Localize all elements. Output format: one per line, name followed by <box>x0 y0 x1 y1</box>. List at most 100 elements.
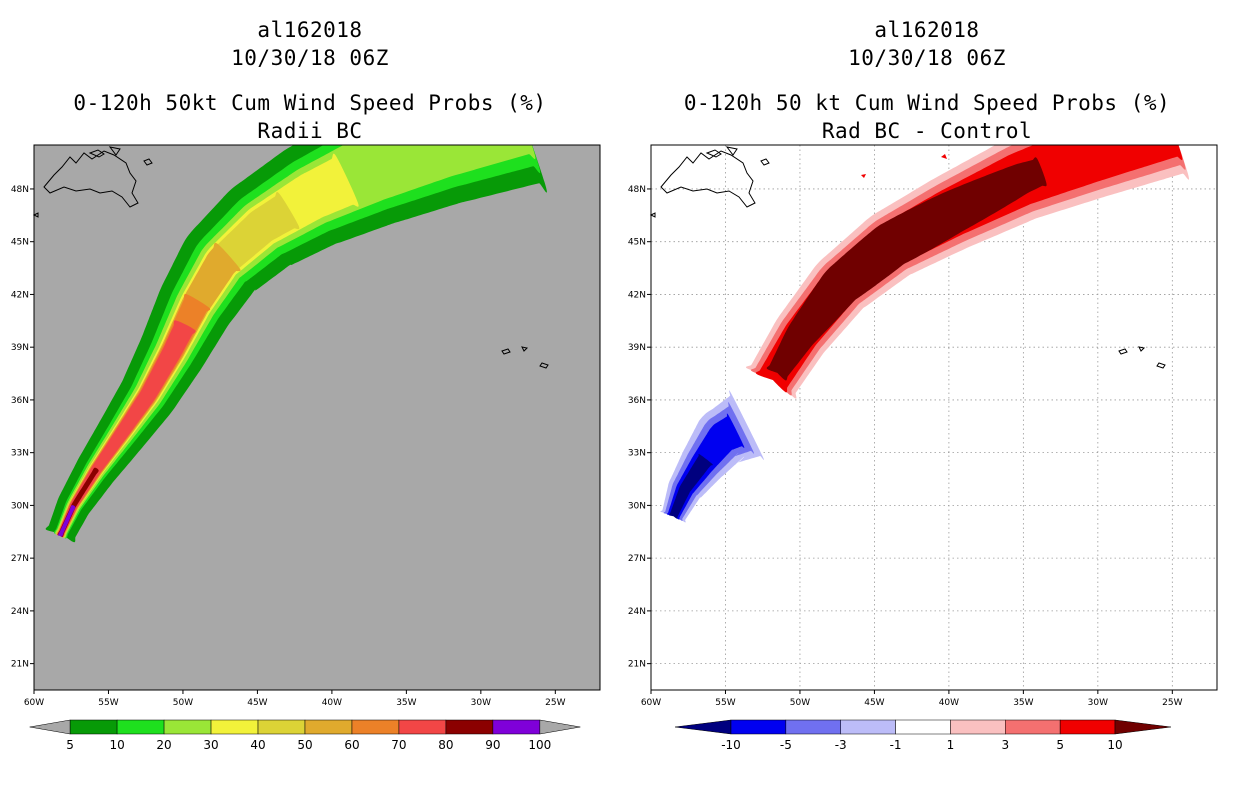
y-tick-label: 36N <box>11 396 29 406</box>
left-chart: 60W 55W 50W 45W 40W 35W 30W 25W 48N 45N 42N 39N 36N 3… <box>11 144 601 708</box>
colorbar-label: 50 <box>297 738 312 752</box>
right-chart-subtitle: Rad BC - Control <box>821 119 1033 143</box>
colorbar-label: 80 <box>438 738 453 752</box>
left-chart-subtitle: Radii BC <box>257 119 363 143</box>
y-tick-label: 27N <box>11 554 29 564</box>
x-tick-label: 60W <box>641 698 661 708</box>
x-tick-label: 50W <box>173 698 193 708</box>
diff-neg-band-10 <box>668 453 713 519</box>
right-chart: 60W 55W 50W 45W 40W 35W 30W 25W 48N 45N 42N 39N 36N 3… <box>628 144 1218 708</box>
colorbar-label: -5 <box>780 738 792 752</box>
colorbar-swatch <box>1005 719 1061 735</box>
coastline-edge <box>649 212 656 218</box>
colorbar-label: 3 <box>1001 738 1009 752</box>
coastline-azores <box>1118 346 1166 369</box>
colorbar-swatch <box>445 719 494 735</box>
coastline-islands <box>705 146 770 166</box>
right-chart-title: 0-120h 50 kt Cum Wind Speed Probs (%) <box>683 91 1171 115</box>
right-date: 10/30/18 06Z <box>848 46 1006 70</box>
x-tick-label: 35W <box>1013 698 1033 708</box>
x-tick-label: 25W <box>1162 698 1182 708</box>
colorbar-label: 5 <box>66 738 74 752</box>
y-tick-label: 45N <box>628 238 646 248</box>
right-colorbar: -10 -5 -3 -1 1 3 5 10 <box>674 719 1172 752</box>
colorbar-swatch <box>730 719 787 735</box>
y-tick-label: 42N <box>628 290 646 300</box>
x-tick-label: 45W <box>864 698 884 708</box>
left-date: 10/30/18 06Z <box>231 46 389 70</box>
colorbar-label: 100 <box>528 738 551 752</box>
left-storm-id: al162018 <box>257 18 363 42</box>
colorbar-label: 60 <box>344 738 359 752</box>
colorbar-swatch <box>69 719 118 735</box>
colorbar-swatch <box>950 719 1006 735</box>
y-tick-label: 30N <box>628 501 646 511</box>
colorbar-label: 30 <box>203 738 218 752</box>
left-colorbar: 5 10 20 30 40 50 60 70 80 90 100 <box>29 719 581 752</box>
y-tick-label: 39N <box>11 343 29 353</box>
x-tick-label: 25W <box>545 698 565 708</box>
x-tick-label: 40W <box>939 698 959 708</box>
colorbar-swatch <box>492 719 541 735</box>
y-tick-label: 33N <box>11 449 29 459</box>
colorbar-swatch <box>1059 719 1116 735</box>
prob-band-30 <box>56 153 359 538</box>
x-tick-label: 60W <box>24 698 44 708</box>
difference-field <box>660 145 1189 523</box>
axes-layer: 60W 55W 50W 45W 40W 35W 30W 25W 48N 45N 42N 39N 36N 3… <box>628 144 1218 708</box>
colorbar-label: 5 <box>1056 738 1064 752</box>
colorbar-arrow-low <box>29 719 71 735</box>
coastline-azores <box>501 346 549 369</box>
colorbar-arrow-high <box>539 719 581 735</box>
x-tick-label: 55W <box>715 698 735 708</box>
y-tick-label: 48N <box>11 185 29 195</box>
colorbar-swatch <box>116 719 165 735</box>
prob-band-70 <box>57 320 196 538</box>
y-tick-label: 36N <box>628 396 646 406</box>
colorbar-label: 70 <box>391 738 406 752</box>
left-chart-title: 0-120h 50kt Cum Wind Speed Probs (%) <box>73 91 547 115</box>
y-tick-label: 21N <box>11 660 29 670</box>
colorbar-label: 90 <box>485 738 500 752</box>
plot-frame <box>33 144 601 691</box>
plot-frame <box>650 144 1218 691</box>
colorbar-swatch <box>398 719 447 735</box>
y-tick-label: 30N <box>11 501 29 511</box>
colorbar-label: 10 <box>109 738 124 752</box>
prob-band-90 <box>58 505 76 537</box>
colorbar-label: -1 <box>890 738 902 752</box>
colorbar-arrow-low <box>674 719 732 735</box>
coastline-islands <box>88 146 153 166</box>
y-tick-label: 33N <box>628 449 646 459</box>
colorbar-label: 40 <box>250 738 265 752</box>
y-tick-label: 48N <box>628 185 646 195</box>
x-tick-label: 55W <box>98 698 118 708</box>
coastline-edge <box>32 212 39 218</box>
colorbar-swatch <box>785 719 841 735</box>
colorbar-swatch <box>210 719 259 735</box>
colorbar-swatch <box>304 719 353 735</box>
colorbar-swatch <box>895 719 951 735</box>
x-tick-label: 40W <box>322 698 342 708</box>
colorbar-label: 10 <box>1107 738 1122 752</box>
colorbar-label: 1 <box>947 738 955 752</box>
coastline-newfoundland <box>43 150 139 208</box>
probability-field <box>45 145 547 543</box>
y-tick-label: 45N <box>11 238 29 248</box>
x-tick-label: 30W <box>471 698 491 708</box>
colorbar-arrow-high <box>1114 719 1172 735</box>
y-tick-label: 24N <box>11 607 29 617</box>
right-storm-id: al162018 <box>874 18 980 42</box>
colorbar-swatch <box>840 719 896 735</box>
diff-pos-band-10 <box>766 157 1047 381</box>
y-tick-label: 27N <box>628 554 646 564</box>
colorbar-label: -3 <box>835 738 847 752</box>
y-tick-label: 24N <box>628 607 646 617</box>
x-tick-label: 35W <box>396 698 416 708</box>
colorbar-swatch <box>351 719 400 735</box>
colorbar-label: 20 <box>156 738 171 752</box>
colorbar-label: -10 <box>721 738 741 752</box>
x-tick-label: 50W <box>790 698 810 708</box>
colorbar-swatch <box>257 719 306 735</box>
